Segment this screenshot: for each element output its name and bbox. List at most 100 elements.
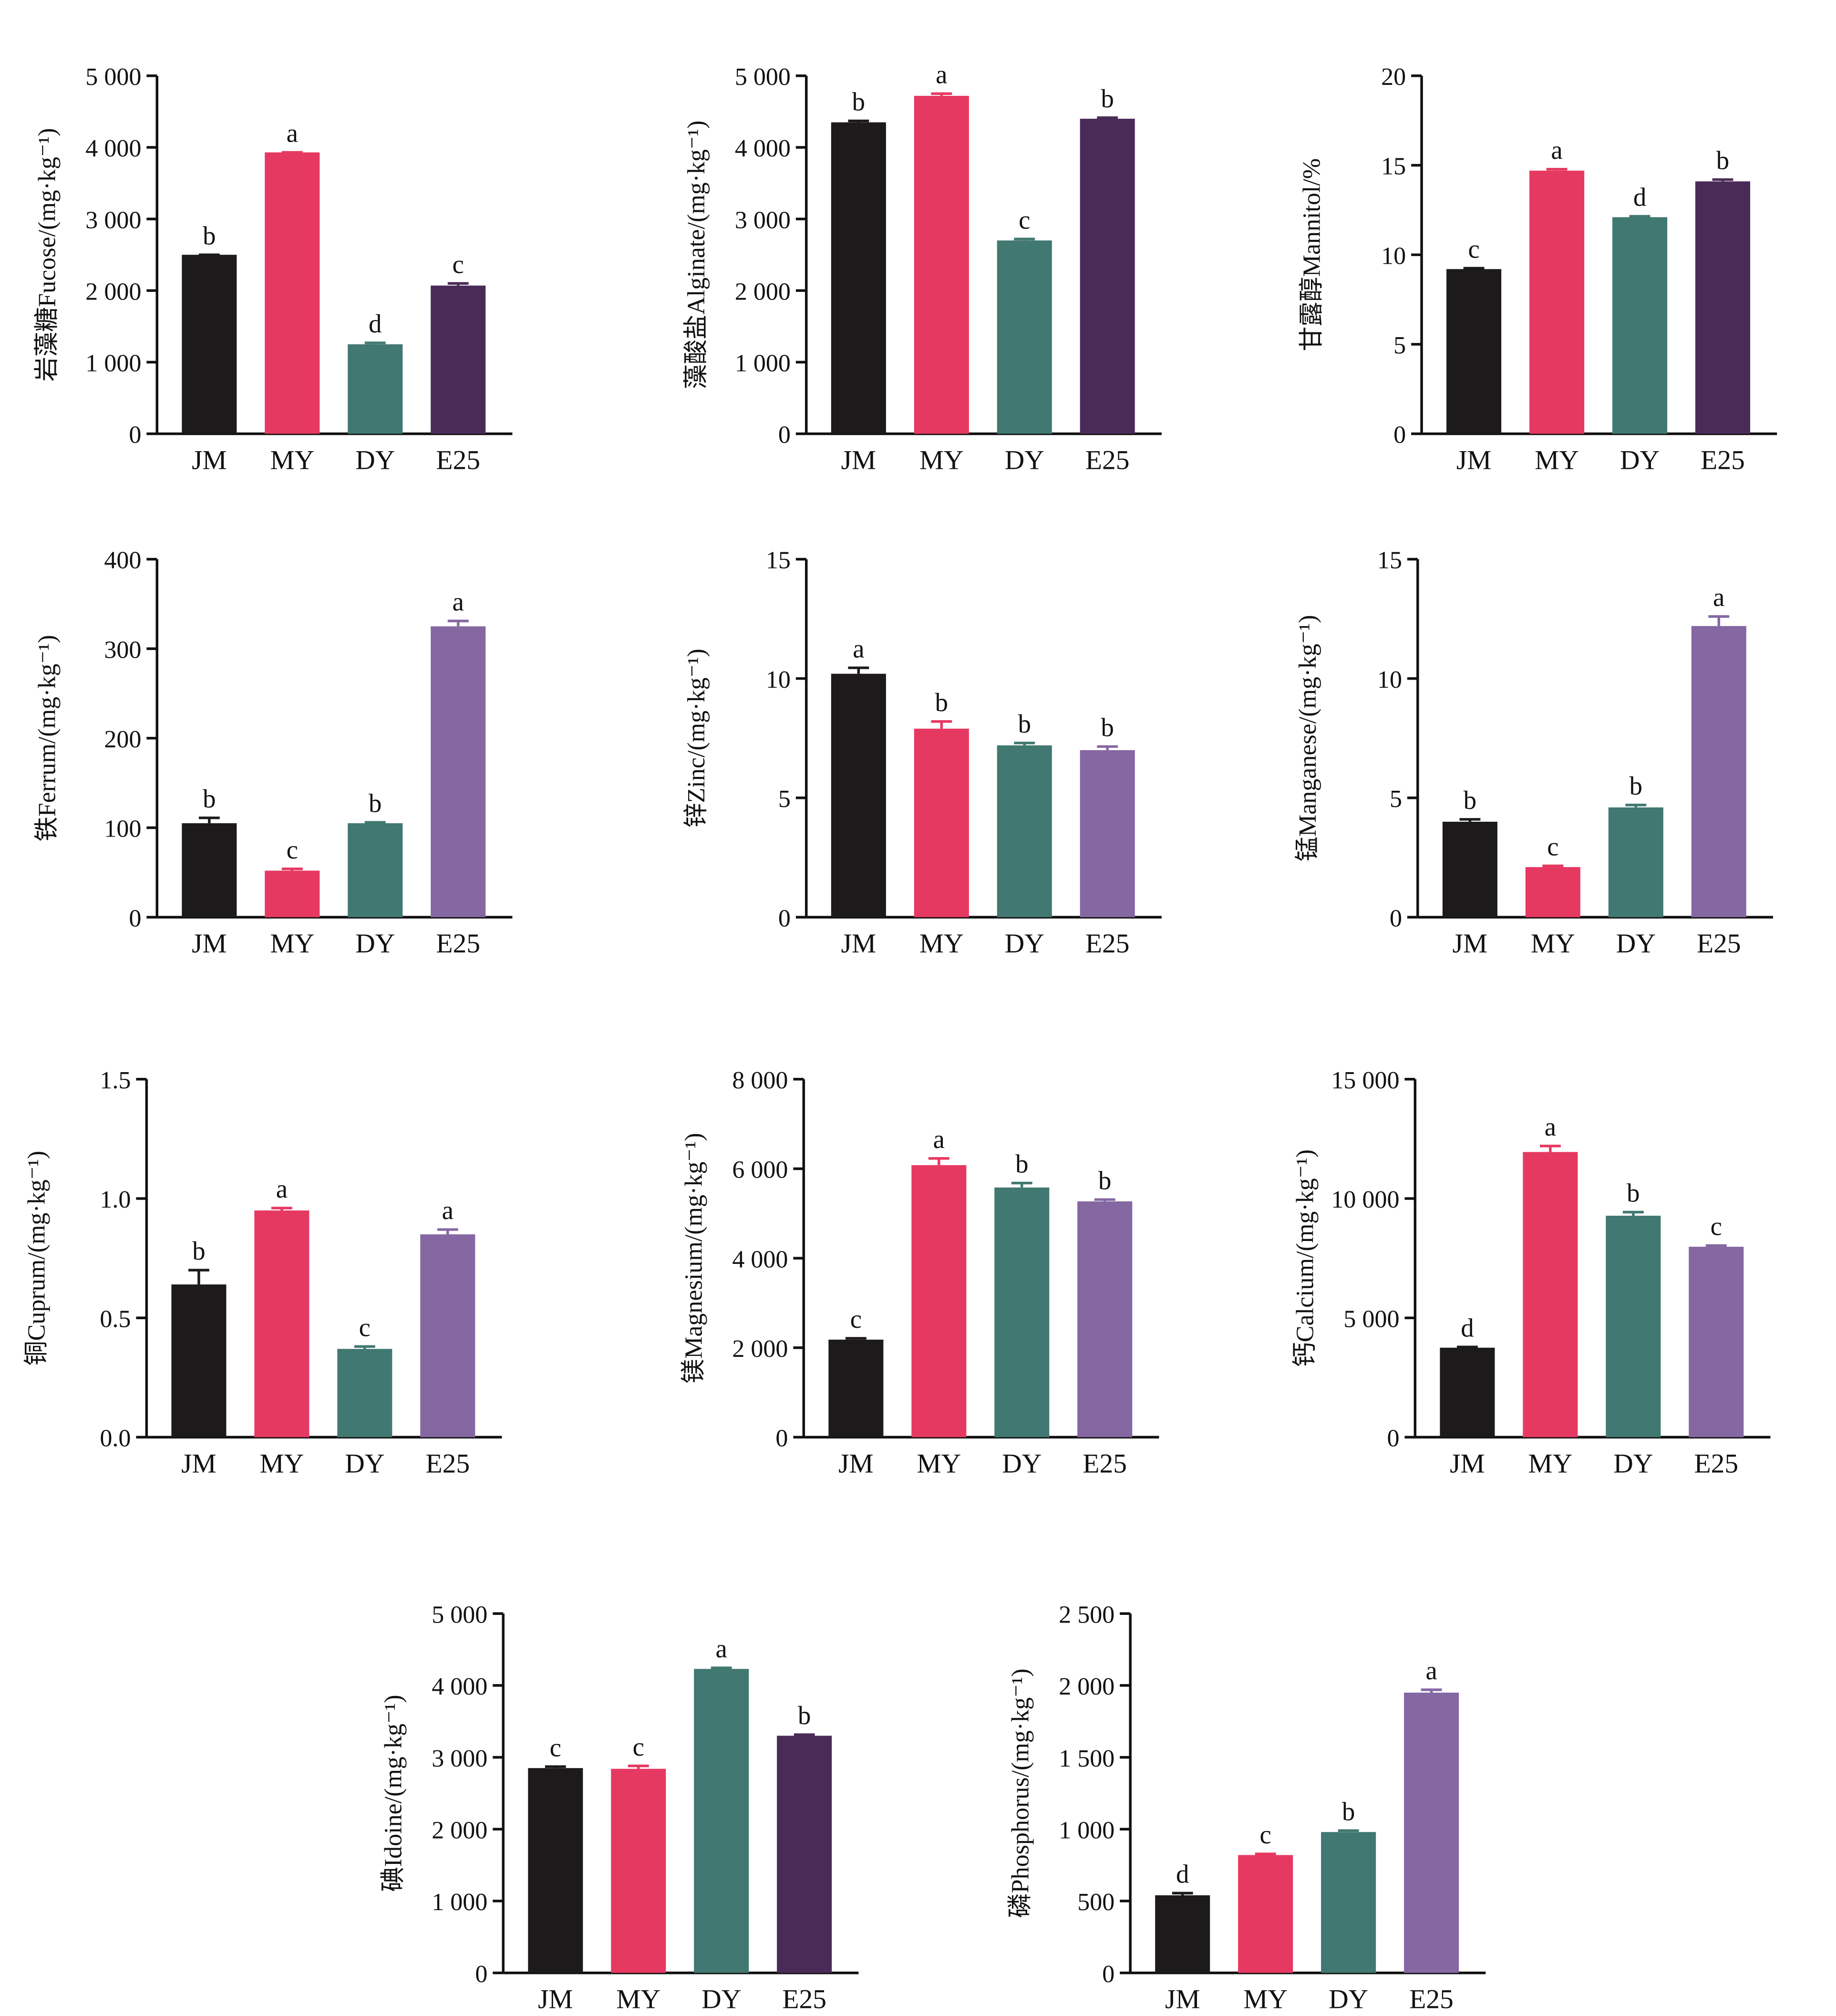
x-category-label: E25 — [425, 1448, 470, 1478]
x-category-label: DY — [1616, 929, 1656, 959]
bar-JM — [1155, 1895, 1210, 1973]
bar-DY — [994, 1187, 1050, 1437]
y-tick-label: 15 — [1377, 547, 1402, 574]
y-tick-label: 15 000 — [1331, 1067, 1399, 1094]
bar-MY — [1238, 1855, 1293, 1973]
x-category-label: JM — [1450, 1448, 1485, 1478]
y-tick-label: 0 — [1390, 905, 1402, 932]
chart-panel-2: 0 5 10 15 20 甘露醇Mannitol/% c JM a MY d DY b E25 — [1298, 63, 1777, 475]
bar-DY — [1606, 1216, 1661, 1437]
bar-JM — [828, 1339, 884, 1437]
significance-letter: a — [1425, 1656, 1437, 1685]
significance-letter: b — [203, 221, 216, 250]
y-tick-label: 500 — [1077, 1889, 1114, 1916]
y-tick-label: 0 — [1387, 1425, 1399, 1452]
significance-letter: b — [1716, 146, 1729, 175]
bar-DY — [997, 240, 1052, 434]
bar-E25 — [1695, 181, 1751, 434]
y-axis-label: 锰Manganese/(mg·kg⁻¹) — [1294, 615, 1321, 861]
y-axis-label: 甘露醇Mannitol/% — [1298, 158, 1325, 352]
significance-letter: c — [453, 249, 464, 279]
x-category-label: MY — [270, 445, 314, 475]
significance-letter: a — [1713, 583, 1724, 612]
significance-letter: b — [1101, 84, 1114, 113]
significance-letter: b — [203, 784, 216, 813]
bar-JM — [182, 823, 237, 918]
x-category-label: JM — [192, 929, 227, 959]
significance-letter: a — [1545, 1112, 1556, 1141]
bar-MY — [611, 1768, 666, 1973]
y-tick-label: 1 500 — [1059, 1745, 1114, 1772]
bar-DY — [337, 1349, 392, 1437]
x-category-label: JM — [1165, 1985, 1200, 2015]
bar-JM — [831, 673, 886, 918]
y-tick-label: 2 000 — [732, 1335, 788, 1363]
bar-E25 — [1689, 1247, 1744, 1437]
bar-E25 — [1691, 626, 1746, 918]
bar-DY — [1608, 807, 1663, 918]
y-tick-label: 2 000 — [85, 278, 141, 305]
bar-JM — [1440, 1347, 1495, 1437]
bar-MY — [914, 95, 969, 434]
y-tick-label: 4 000 — [432, 1673, 487, 1700]
significance-letter: c — [1711, 1212, 1722, 1241]
y-tick-label: 20 — [1381, 63, 1406, 91]
y-tick-label: 15 — [766, 547, 791, 574]
bar-MY — [911, 1165, 967, 1437]
significance-letter: c — [1019, 205, 1030, 234]
x-category-label: E25 — [436, 445, 480, 475]
significance-letter: c — [850, 1304, 862, 1334]
y-tick-label: 0 — [475, 1961, 487, 1988]
significance-letter: a — [853, 634, 864, 663]
significance-letter: b — [935, 688, 948, 717]
bar-E25 — [1404, 1692, 1459, 1973]
x-category-label: JM — [841, 929, 877, 959]
chart-panel-3: 0 100 200 300 400 铁Ferrum/(mg·kg⁻¹) b JM c MY b DY a… — [34, 547, 513, 959]
y-tick-label: 1 000 — [432, 1889, 487, 1916]
bar-MY — [914, 728, 969, 918]
bar-MY — [1525, 867, 1580, 918]
x-category-label: E25 — [1697, 929, 1741, 959]
y-tick-label: 4 000 — [732, 1246, 788, 1273]
x-category-label: DY — [1329, 1985, 1368, 2015]
x-category-label: JM — [838, 1448, 874, 1478]
significance-letter: b — [1101, 713, 1114, 742]
significance-letter: b — [369, 788, 382, 817]
x-category-label: JM — [1456, 445, 1492, 475]
y-tick-label: 15 — [1381, 153, 1406, 180]
chart-panel-1: 0 1 000 2 000 3 000 4 000 5 000 藻酸盐Alginate/(m… — [683, 60, 1162, 475]
y-tick-label: 5 000 — [735, 63, 791, 91]
y-axis-label: 钙Calcium/(mg·kg⁻¹) — [1292, 1149, 1319, 1367]
significance-letter: c — [359, 1313, 371, 1342]
y-axis-label: 锌Zinc/(mg·kg⁻¹) — [683, 649, 710, 827]
significance-letter: b — [1098, 1166, 1111, 1195]
y-tick-label: 3 000 — [85, 207, 141, 234]
y-tick-label: 400 — [104, 547, 141, 574]
y-tick-label: 5 — [1393, 332, 1406, 359]
y-tick-label: 10 — [1377, 666, 1402, 693]
significance-letter: b — [192, 1236, 205, 1265]
y-axis-label: 藻酸盐Alginate/(mg·kg⁻¹) — [683, 121, 710, 389]
significance-letter: d — [369, 309, 382, 338]
bar-E25 — [431, 626, 486, 918]
significance-letter: a — [453, 587, 464, 616]
y-tick-label: 1 000 — [735, 350, 791, 377]
y-tick-label: 10 — [1381, 242, 1406, 269]
y-tick-label: 5 000 — [85, 63, 141, 91]
x-category-label: DY — [1613, 1448, 1653, 1478]
bar-DY — [1321, 1832, 1376, 1973]
y-tick-label: 4 000 — [735, 135, 791, 162]
bar-DY — [997, 745, 1052, 918]
y-axis-label: 镁Magnesium/(mg·kg⁻¹) — [681, 1133, 708, 1384]
x-category-label: MY — [616, 1985, 660, 2015]
bar-JM — [1446, 269, 1502, 434]
bar-DY — [1612, 217, 1668, 434]
y-axis-label: 碘Idoine/(mg·kg⁻¹) — [380, 1695, 407, 1892]
x-category-label: E25 — [782, 1985, 826, 2015]
bar-E25 — [1080, 750, 1135, 918]
bar-DY — [348, 823, 403, 918]
y-tick-label: 4 000 — [85, 135, 141, 162]
significance-letter: b — [1342, 1797, 1355, 1826]
y-axis-label: 铜Cuprum/(mg·kg⁻¹) — [23, 1151, 51, 1366]
